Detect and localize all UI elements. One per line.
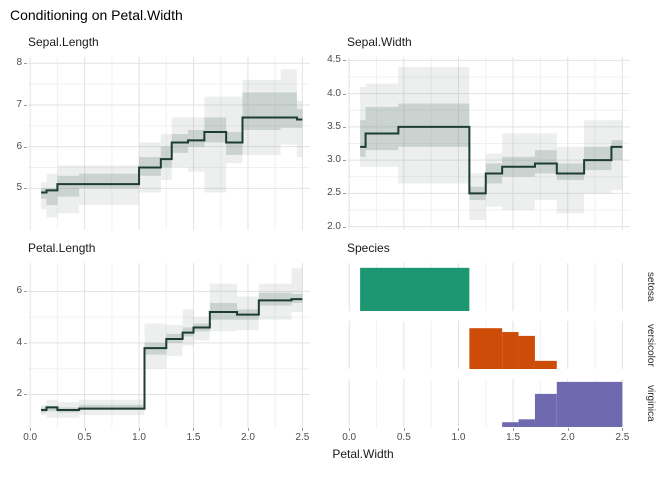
y-tick-label: 3.5 <box>327 120 341 132</box>
y-axis-tick <box>343 226 346 228</box>
y-tick-label: 6 <box>16 140 22 152</box>
y-axis-tick <box>24 146 27 148</box>
y-tick-label: 4.0 <box>327 87 341 99</box>
y-tick-label: 7 <box>16 98 22 110</box>
y-axis-tick <box>24 188 27 190</box>
x-tick-label: 2.5 <box>615 432 630 443</box>
figure-title: Conditioning on Petal.Width <box>10 7 183 23</box>
y-tick-label: 3.0 <box>327 154 341 166</box>
x-axis-tick <box>513 428 515 431</box>
y-axis-tick <box>343 160 346 162</box>
x-tick-label: 2.0 <box>240 432 255 443</box>
x-tick-label: 2.5 <box>295 432 310 443</box>
x-axis-tick <box>84 428 86 431</box>
y-tick-label: 5 <box>16 182 22 194</box>
facet-label-versicolor: versicolor <box>645 323 656 367</box>
panel-title-sepal-width: Sepal.Width <box>347 35 412 49</box>
y-tick-label: 4 <box>16 336 22 348</box>
species-histogram-plot <box>348 263 623 427</box>
x-tick-label: 1.0 <box>451 432 466 443</box>
x-axis-tick <box>30 428 32 431</box>
x-axis-tick <box>247 428 249 431</box>
panel-title-species: Species <box>347 241 390 255</box>
sepal-width-plot <box>347 57 630 230</box>
y-tick-label: 2.5 <box>327 187 341 199</box>
x-axis-tick <box>193 428 195 431</box>
x-axis-tick <box>139 428 141 431</box>
y-axis-tick <box>343 60 346 62</box>
x-tick-label: 1.5 <box>506 432 521 443</box>
y-tick-label: 4.5 <box>327 54 341 66</box>
y-axis-tick <box>24 104 27 106</box>
panel-title-petal-length: Petal.Length <box>28 241 96 255</box>
x-axis-tick <box>349 428 351 431</box>
x-axis-tick <box>302 428 304 431</box>
x-axis-tick <box>458 428 460 431</box>
panel-title-sepal-length: Sepal.Length <box>28 35 99 49</box>
y-tick-label: 2.0 <box>327 220 341 232</box>
x-axis-tick <box>403 428 405 431</box>
y-axis-tick <box>343 193 346 195</box>
x-tick-label: 0.0 <box>342 432 357 443</box>
x-axis-tick <box>622 428 624 431</box>
y-tick-label: 8 <box>16 57 22 69</box>
y-axis-tick <box>343 93 346 95</box>
y-axis-tick <box>24 63 27 65</box>
x-tick-label: 0.5 <box>396 432 411 443</box>
x-tick-label: 1.0 <box>132 432 146 443</box>
sepal-length-plot <box>28 57 310 230</box>
y-tick-label: 6 <box>16 285 22 297</box>
x-tick-label: 1.5 <box>186 432 201 443</box>
y-axis-tick <box>24 291 27 293</box>
x-tick-label: 0.0 <box>23 432 38 443</box>
x-tick-label: 2.0 <box>560 432 575 443</box>
y-axis-tick <box>24 394 27 396</box>
y-axis-tick <box>343 126 346 128</box>
facet-label-setosa: setosa <box>645 272 656 302</box>
petal-length-plot <box>28 263 310 428</box>
y-axis-tick <box>24 342 27 344</box>
x-tick-label: 0.5 <box>77 432 92 443</box>
facet-label-virginica: virginica <box>645 384 656 422</box>
y-tick-label: 2 <box>16 388 22 400</box>
x-axis-title: Petal.Width <box>332 447 394 461</box>
x-axis-tick <box>567 428 569 431</box>
